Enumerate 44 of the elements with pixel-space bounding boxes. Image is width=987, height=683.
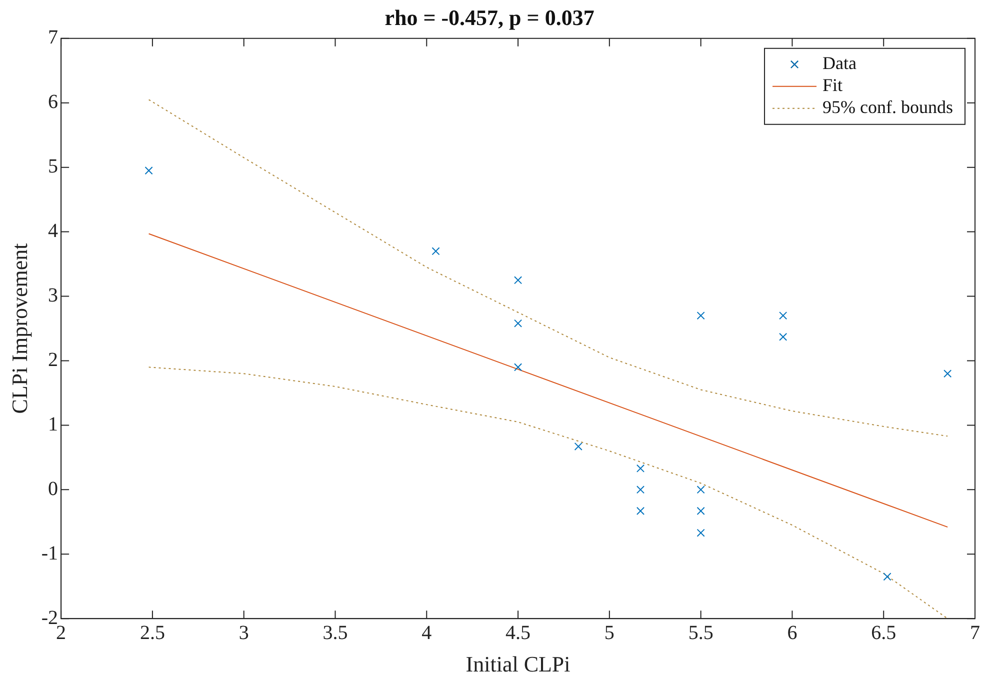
point [514,363,522,372]
x-tick-label: 5 [604,622,614,644]
x-tick-label: 3 [238,622,249,644]
x-tick-label: 7 [970,622,980,644]
point [944,370,952,378]
y-tick-label: 2 [48,348,58,371]
point [696,486,705,494]
point [574,442,582,451]
legend-label: Fit [822,75,843,96]
point [636,506,645,515]
x-tick-label: 2.5 [140,622,165,644]
x-tick-label: 4 [422,622,432,644]
point [696,312,705,320]
legend-label: 95% conf. bounds [822,97,953,118]
x-tick-label: 6 [787,622,798,644]
point [696,506,705,515]
chart-title: rho = -0.457, p = 0.037 [384,4,594,30]
point [636,464,645,472]
y-tick-label: 3 [48,284,58,307]
point [514,319,522,328]
line-series [148,366,948,619]
x-axis-title: Initial CLPi [466,652,570,677]
point [696,528,705,537]
y-axis-title: CLPi Improvement [6,243,32,414]
legend-label: Data [822,53,857,74]
y-tick-label: 1 [48,413,58,436]
x-tick-label: 4.5 [506,622,531,644]
point [636,486,645,494]
y-tick-label: 7 [48,26,58,49]
x-tick-label: 6.5 [871,622,896,644]
point [514,276,522,284]
point [144,166,153,175]
y-tick-label: 4 [48,220,58,242]
x-tick-label: 3.5 [322,622,348,644]
y-tick-label: -1 [41,542,58,564]
point [779,332,788,341]
point [779,312,788,320]
point [883,572,892,581]
y-tick-label: 5 [48,156,58,178]
y-tick-label: -2 [41,606,58,629]
y-tick-label: 6 [48,91,58,114]
point [432,247,440,256]
x-tick-label: 5.5 [688,622,714,644]
y-tick-label: 0 [48,478,58,500]
